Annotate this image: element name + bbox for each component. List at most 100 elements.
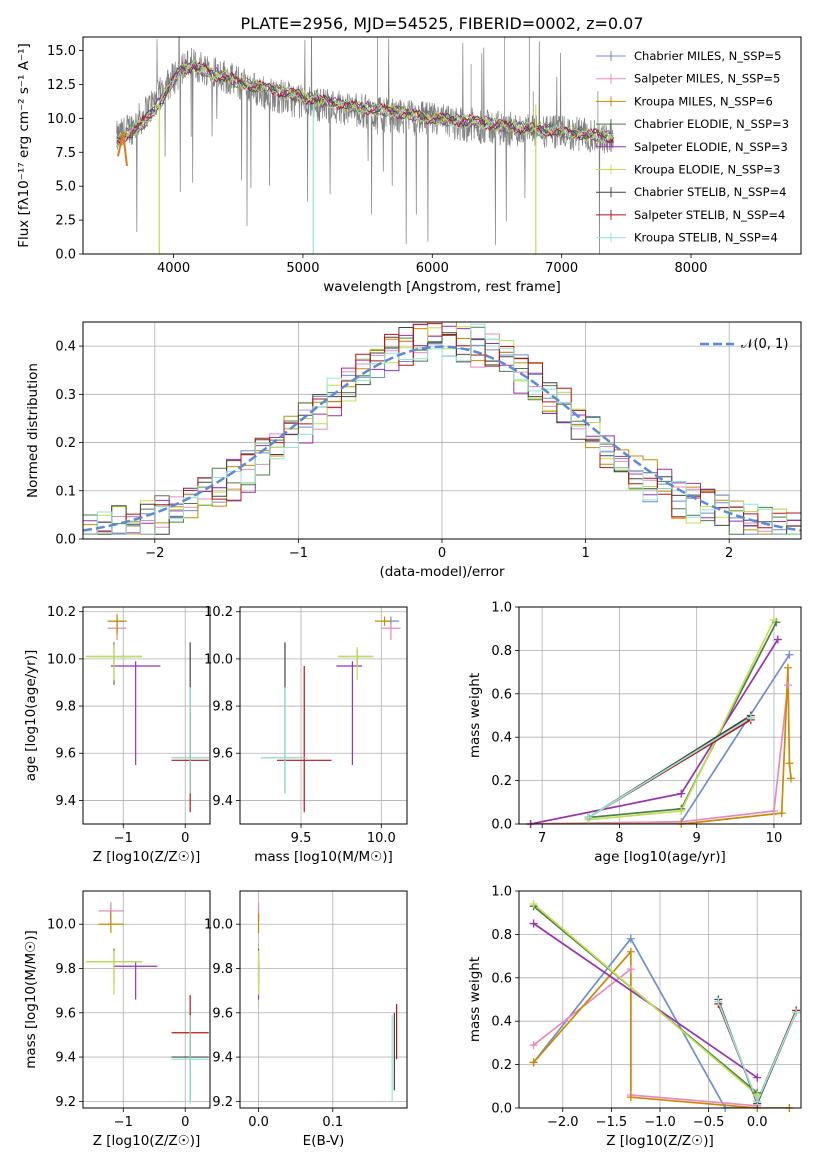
y-tick-label: 9.8	[212, 962, 233, 977]
axes-frame	[518, 606, 802, 825]
y-axis-label: mass weight	[467, 957, 483, 1042]
mass-vs-extinction-panel: 0.0 0.1 9.2 9.4 9.6 9.8 10.0 E(B-V)	[204, 890, 408, 1149]
axes-frame	[239, 606, 408, 825]
weight-line-5	[533, 903, 758, 1096]
legend-entry-1: Salpeter MILES, N_SSP=5	[634, 72, 780, 86]
weight-point-marker	[783, 663, 792, 672]
x-tick-label: 8	[615, 831, 623, 846]
axes-frame	[82, 36, 802, 255]
x-tick-label: 7000	[545, 261, 578, 276]
y-tick-label: 10.2	[47, 605, 76, 620]
weight-line-4	[530, 639, 779, 824]
model-spectrum-line-6	[116, 62, 614, 144]
x-axis-label: wavelength [Angstrom, rest frame]	[323, 279, 561, 295]
axes-frame	[82, 321, 802, 540]
y-tick-label: 9.4	[55, 1051, 76, 1066]
x-tick-label: 0.0	[747, 1115, 768, 1130]
y-tick-label: 9.8	[212, 700, 233, 715]
model-spectrum-line-5	[116, 62, 614, 143]
weight-point-marker	[677, 806, 686, 815]
y-tick-label: 9.2	[55, 1095, 76, 1110]
y-tick-label: 7.5	[55, 146, 76, 161]
y-axis-label: Flux [fλ10⁻¹⁷ erg cm⁻² s⁻¹ A⁻¹]	[16, 43, 32, 248]
observed-spectrum-line	[116, 37, 614, 254]
legend-entry-7: Salpeter STELIB, N_SSP=4	[634, 208, 785, 222]
y-tick-label: 10.0	[47, 112, 76, 127]
legend-entry-6: Chabrier STELIB, N_SSP=4	[634, 185, 786, 199]
x-tick-label: −1.0	[644, 1115, 676, 1130]
y-tick-label: 0.0	[491, 1102, 512, 1117]
y-tick-label: 0.6	[491, 687, 512, 702]
weight-line-1	[530, 685, 789, 824]
model-spectrum-line-8	[116, 59, 614, 148]
y-tick-label: 1.0	[491, 601, 512, 616]
weight-point-marker	[626, 947, 635, 956]
y-axis-label: mass [log10(M/M☉)]	[23, 930, 39, 1069]
y-tick-label: 9.8	[55, 700, 76, 715]
x-axis-label: Z [log10(Z/Z☉)]	[93, 849, 201, 865]
x-tick-label: 9.5	[291, 831, 312, 846]
model-edge-line	[116, 133, 128, 166]
plot-area	[86, 614, 209, 813]
y-tick-label: 9.6	[212, 1006, 233, 1021]
y-tick-label: 0.2	[491, 774, 512, 789]
age-vs-mass-panel: 9.5 10.0 9.4 9.6 9.8 10.0 10.2 mass [log10(M/M☉…	[204, 605, 408, 865]
x-tick-label: 4000	[157, 261, 190, 276]
weight-point-marker	[626, 934, 635, 943]
legend-entry-5: Kroupa ELODIE, N_SSP=3	[634, 163, 780, 177]
mass-weight-vs-metallicity-panel: −2.0 −1.5 −1.0 −0.5 0.0 0.0 0.2 0.4 0.6 0.8 1.0 Z […	[467, 885, 802, 1149]
legend-entry-4: Salpeter ELODIE, N_SSP=3	[634, 140, 788, 154]
weight-point-marker	[529, 1058, 538, 1067]
y-tick-label: 0.3	[55, 388, 76, 403]
weight-point-marker	[714, 997, 723, 1006]
model-spectrum-line-2	[116, 58, 614, 148]
model-spectrum-line-7	[116, 61, 614, 145]
x-tick-label: 1	[581, 546, 589, 561]
weight-point-marker	[792, 1008, 801, 1017]
x-tick-label: 10.0	[367, 831, 396, 846]
weight-point-marker	[584, 813, 593, 822]
y-tick-label: 5.0	[55, 180, 76, 195]
x-tick-label: −2	[145, 546, 164, 561]
x-tick-label: 0	[181, 1115, 189, 1130]
weight-point-marker	[777, 809, 786, 818]
y-tick-label: 0.0	[55, 248, 76, 263]
y-tick-label: 0.1	[55, 484, 76, 499]
weight-point-marker	[786, 774, 795, 783]
y-tick-label: 0.8	[491, 928, 512, 943]
y-tick-label: 0.4	[491, 1015, 512, 1030]
x-tick-label: 0.0	[248, 1115, 269, 1130]
y-tick-label: 0.6	[491, 971, 512, 986]
x-tick-label: 0.1	[322, 1115, 343, 1130]
legend: Chabrier MILES, N_SSP=5 Salpeter MILES, N…	[596, 49, 789, 245]
spectrum-panel: 4000 5000 6000 7000 8000 0.0 2.5 5.0 7.5 10.0 12.5…	[16, 36, 802, 295]
weight-point-marker	[529, 1041, 538, 1050]
x-axis-label: mass [log10(M/M☉)]	[254, 849, 393, 865]
weight-point-marker	[769, 616, 778, 625]
plot-area	[260, 616, 401, 813]
x-tick-label: 0	[438, 546, 446, 561]
y-tick-label: 10.0	[204, 652, 233, 667]
mass-vs-metallicity-panel: −1 0 9.2 9.4 9.6 9.8 10.0 Z [log10(Z/Z☉)] mass […	[23, 890, 211, 1149]
weight-point-marker	[783, 681, 792, 690]
weight-line-8	[588, 716, 752, 819]
y-tick-label: 0.4	[55, 340, 76, 355]
axes-frame	[518, 890, 802, 1109]
legend-entry-normal: 𝒩(0, 1)	[741, 337, 788, 352]
y-tick-label: 9.6	[55, 1006, 76, 1021]
y-tick-label: 9.6	[55, 747, 76, 762]
y-tick-label: 10.0	[204, 918, 233, 933]
histogram-step-8	[83, 323, 801, 535]
plot-area	[86, 902, 209, 1104]
plot-area	[116, 37, 614, 254]
x-tick-label: −1	[114, 831, 133, 846]
y-tick-label: 0.4	[491, 731, 512, 746]
y-axis-label: Normed distribution	[25, 363, 41, 498]
x-tick-label: 9	[693, 831, 701, 846]
x-tick-label: 8000	[674, 261, 707, 276]
y-tick-label: 12.5	[47, 78, 76, 93]
weight-point-marker	[785, 650, 794, 659]
legend-entry-2: Kroupa MILES, N_SSP=6	[634, 94, 773, 108]
x-tick-label: −0.5	[693, 1115, 725, 1130]
weight-point-marker	[529, 919, 538, 928]
